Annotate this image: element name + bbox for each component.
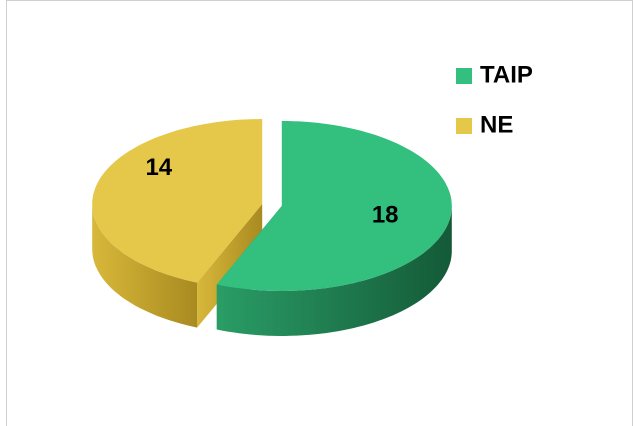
- legend-swatch: [456, 68, 472, 84]
- slice-side: [216, 206, 452, 336]
- legend-label: NE: [480, 111, 513, 138]
- slice: [216, 121, 452, 291]
- slice-wall: [197, 204, 263, 328]
- slice: [92, 119, 263, 283]
- data-label: 18: [372, 202, 399, 229]
- slice-side: [92, 204, 198, 328]
- legend-swatch: [456, 118, 472, 134]
- data-label: 14: [145, 154, 172, 181]
- legend-label: TAIP: [480, 61, 533, 88]
